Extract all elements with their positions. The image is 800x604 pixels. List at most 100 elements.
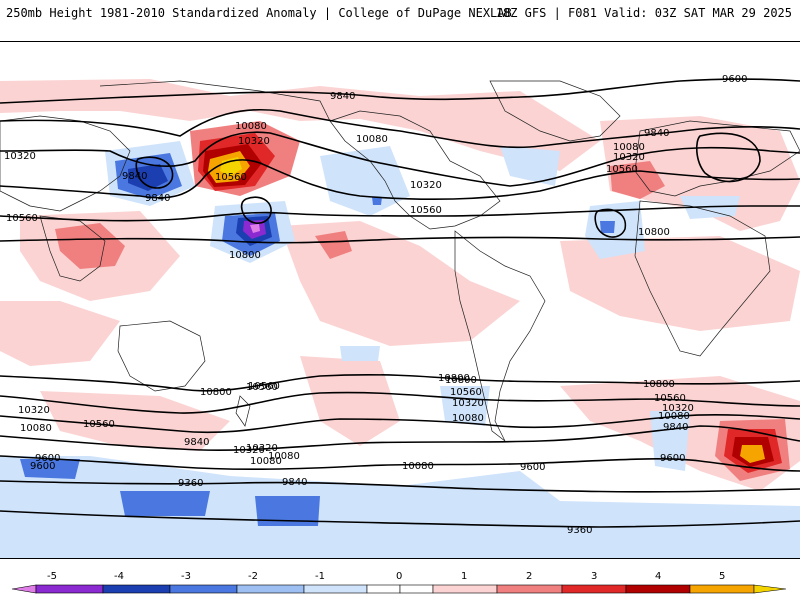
anomaly-area — [600, 116, 800, 231]
contour-label: 9840 — [145, 193, 170, 204]
contour-label: 9840 — [282, 477, 307, 488]
contour-label: 10560 — [248, 381, 280, 392]
model-run-info: 18Z GFS | F081 Valid: 03Z SAT MAR 29 202… — [495, 6, 792, 20]
contour-label: 10560 — [83, 419, 115, 430]
contour-label: 10560 — [215, 172, 247, 183]
colorbar-tick-label: 1 — [461, 571, 467, 582]
coastline — [235, 395, 251, 427]
anomaly-area — [55, 223, 125, 269]
coastline — [329, 110, 501, 230]
height-contours — [0, 78, 800, 528]
contour-line — [594, 208, 627, 238]
anomaly-area — [315, 231, 352, 259]
colorbar-swatch — [303, 584, 368, 594]
contour-label: 9840 — [330, 91, 355, 102]
contour-line — [0, 236, 800, 244]
contour-label: 10560 — [246, 382, 278, 393]
contour-labels: 9840 10080 10320 10560 10080 9600 9840 1… — [4, 74, 747, 536]
colorbar: -5 -4 -3 -2 -1 0 1 2 3 4 5 — [0, 570, 800, 600]
colorbar-swatches — [11, 584, 787, 594]
contour-line — [0, 108, 800, 149]
colorbar-tick-label: 5 — [719, 571, 725, 582]
colorbar-swatch — [399, 584, 434, 594]
contour-label: 10320 — [410, 180, 442, 191]
anomaly-area — [0, 456, 800, 558]
colorbar-tick-label: 4 — [655, 571, 661, 582]
contour-label: 10080 — [613, 142, 645, 153]
negative-anomaly-shading — [0, 141, 800, 558]
colorbar-tick-label: -4 — [114, 571, 124, 582]
contour-label: 10320 — [233, 445, 265, 456]
contour-label: 9840 — [663, 422, 688, 433]
contour-label: 10320 — [246, 443, 278, 454]
contour-label: 9600 — [722, 74, 747, 85]
anomaly-area — [250, 224, 260, 233]
contour-label: 9840 — [122, 171, 147, 182]
contour-line — [695, 132, 761, 183]
anomaly-area — [0, 301, 120, 366]
contour-line — [0, 159, 800, 201]
colorbar-svg: -5 -4 -3 -2 -1 0 1 2 3 4 5 — [11, 571, 787, 594]
contour-line — [0, 510, 800, 528]
header: 250mb Height 1981-2010 Standardized Anom… — [0, 0, 800, 26]
colorbar-tick-label: -3 — [181, 571, 191, 582]
anomaly-area — [220, 157, 242, 176]
anomaly-area — [650, 411, 690, 471]
contour-label: 10080 — [250, 456, 282, 467]
contour-label: 10560 — [450, 387, 482, 398]
anomaly-area — [340, 346, 380, 361]
contour-label: 10320 — [662, 403, 694, 414]
contour-label: 10080 — [452, 413, 484, 424]
contour-label: 9840 — [644, 128, 669, 139]
contour-line — [135, 156, 174, 189]
contour-line — [0, 413, 800, 434]
anomaly-area — [128, 164, 168, 191]
colorbar-swatch — [236, 584, 305, 594]
colorbar-swatch — [35, 584, 104, 594]
colorbar-swatch — [366, 584, 401, 594]
contour-label: 10320 — [452, 398, 484, 409]
contour-label: 10800 — [445, 375, 477, 386]
colorbar-tick-label: 0 — [396, 571, 402, 582]
contour-label: 10320 — [238, 136, 270, 147]
anomaly-area — [0, 79, 600, 171]
anomaly-area — [680, 196, 740, 219]
contour-label: 9840 — [184, 437, 209, 448]
contour-line — [0, 131, 800, 187]
colorbar-swatch — [689, 584, 755, 594]
coastline — [489, 80, 621, 142]
anomaly-area — [600, 221, 615, 233]
colorbar-arrow-left — [11, 584, 37, 594]
contour-line — [0, 205, 800, 222]
coastline — [99, 80, 331, 122]
contour-label: 10080 — [356, 134, 388, 145]
anomaly-area — [255, 496, 320, 526]
contour-label: 10800 — [643, 379, 675, 390]
map-title: 250mb Height 1981-2010 Standardized Anom… — [6, 6, 512, 20]
contour-label: 10080 — [268, 451, 300, 462]
colorbar-tick-label: 2 — [526, 571, 532, 582]
contour-label: 10320 — [613, 152, 645, 163]
colorbar-swatch — [496, 584, 563, 594]
colorbar-arrow-right — [753, 584, 787, 594]
anomaly-area — [120, 491, 210, 516]
contour-label: 9600 — [520, 462, 545, 473]
colorbar-tick-label: -2 — [248, 571, 258, 582]
contour-label: 10320 — [18, 405, 50, 416]
contour-label: 10080 — [402, 461, 434, 472]
contour-label: 10320 — [4, 151, 36, 162]
contour-line — [0, 391, 800, 414]
colorbar-swatch — [625, 584, 691, 594]
colorbar-swatch — [169, 584, 238, 594]
anomaly-area — [610, 161, 665, 199]
anomaly-area — [20, 459, 80, 479]
colorbar-tick-label: 3 — [591, 571, 597, 582]
contour-label: 10560 — [6, 213, 38, 224]
contour-line — [0, 78, 800, 104]
contour-label: 10800 — [229, 250, 261, 261]
anomaly-area — [372, 197, 382, 205]
contour-label: 10080 — [235, 121, 267, 132]
contour-label: 9600 — [30, 461, 55, 472]
coastline — [634, 200, 771, 357]
coastline — [454, 230, 546, 442]
